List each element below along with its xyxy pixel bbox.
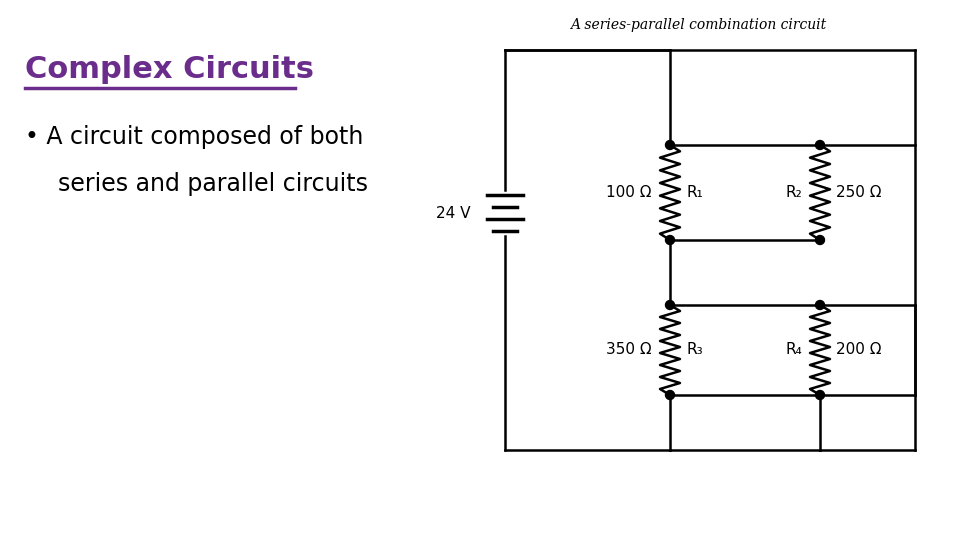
Circle shape: [665, 235, 675, 245]
Text: 200 Ω: 200 Ω: [836, 342, 881, 357]
Circle shape: [665, 390, 675, 400]
Text: 350 Ω: 350 Ω: [607, 342, 652, 357]
Circle shape: [815, 140, 825, 150]
Text: R₃: R₃: [686, 342, 703, 357]
Text: 100 Ω: 100 Ω: [607, 185, 652, 200]
Circle shape: [815, 235, 825, 245]
Text: A series-parallel combination circuit: A series-parallel combination circuit: [570, 18, 827, 32]
Text: R₂: R₂: [785, 185, 802, 200]
Text: 24 V: 24 V: [436, 206, 470, 220]
Text: R₄: R₄: [785, 342, 802, 357]
Text: Complex Circuits: Complex Circuits: [25, 55, 314, 84]
Text: series and parallel circuits: series and parallel circuits: [58, 172, 368, 196]
Circle shape: [815, 300, 825, 309]
Circle shape: [815, 390, 825, 400]
Circle shape: [665, 140, 675, 150]
Text: 250 Ω: 250 Ω: [836, 185, 881, 200]
Text: • A circuit composed of both: • A circuit composed of both: [25, 125, 364, 149]
Text: R₁: R₁: [686, 185, 703, 200]
Circle shape: [665, 300, 675, 309]
